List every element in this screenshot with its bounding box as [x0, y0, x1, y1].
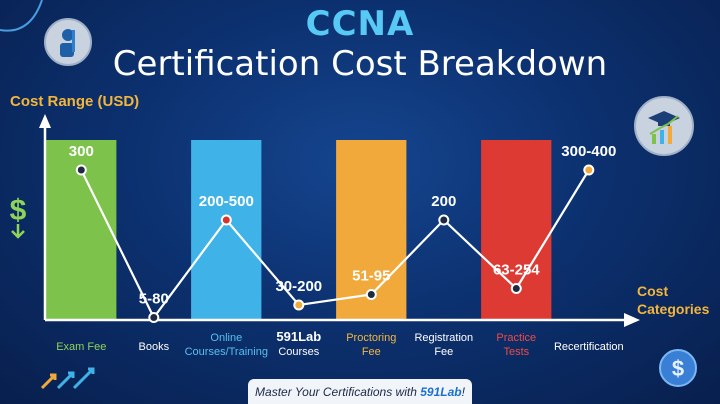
data-point	[438, 214, 450, 226]
category-label: Fee	[434, 346, 453, 358]
data-point	[365, 289, 377, 300]
page-title: Certification Cost Breakdown	[112, 44, 608, 84]
category-label: 591Lab	[276, 329, 321, 344]
person-badge-icon	[44, 18, 92, 66]
category-label: Recertification	[554, 341, 624, 353]
svg-text:$: $	[672, 356, 684, 381]
trend-arrows-icon	[40, 367, 95, 390]
banner-suffix: !	[461, 385, 465, 399]
value-label: 300-400	[561, 143, 616, 160]
banner-brand: 591Lab	[420, 385, 462, 399]
data-point	[75, 164, 87, 176]
dollar-coin-icon: $	[659, 349, 697, 387]
category-label: Fee	[362, 346, 381, 358]
y-axis-arrow	[39, 114, 51, 128]
dollar-arrow-icon: $	[10, 194, 27, 239]
decorative-curve	[0, 0, 43, 32]
category-label: Books	[139, 341, 170, 353]
category-label: Courses/Training	[185, 346, 268, 358]
y-axis-label: Cost Range (USD)	[10, 93, 140, 110]
cost-line	[80, 169, 590, 320]
value-label: 51-95	[352, 268, 390, 285]
bar-online-courses-training	[191, 140, 262, 320]
value-label: 300	[69, 143, 94, 160]
category-label: Courses	[278, 346, 319, 358]
value-label: 63-254	[493, 262, 540, 279]
svg-text:$: $	[10, 194, 27, 227]
value-label: 200	[431, 193, 456, 210]
data-point	[510, 283, 522, 294]
value-label: 30-200	[275, 278, 322, 295]
category-label: Proctoring	[346, 332, 396, 344]
promo-banner: Master Your Certifications with 591Lab!	[248, 379, 472, 404]
x-axis-label-line-2: Categories	[637, 301, 710, 317]
data-point	[583, 164, 595, 176]
data-point	[220, 214, 232, 226]
category-label: Registration	[414, 332, 473, 344]
category-label: Tests	[503, 346, 529, 358]
value-label: 200-500	[199, 193, 254, 210]
banner-prefix: Master Your Certifications with	[255, 385, 421, 399]
graduation-growth-icon	[634, 96, 694, 156]
data-point	[148, 312, 160, 323]
x-axis-arrow	[624, 313, 640, 327]
category-label: Exam Fee	[56, 341, 106, 353]
value-label: 5-80	[139, 291, 169, 308]
x-axis-label-line-1: Cost	[637, 283, 669, 299]
category-label: Practice	[496, 332, 536, 344]
data-point	[293, 299, 305, 311]
x-axis-label: Cost Categories	[637, 282, 709, 318]
category-label: Online	[210, 332, 242, 344]
title-top: CCNA	[305, 4, 415, 44]
